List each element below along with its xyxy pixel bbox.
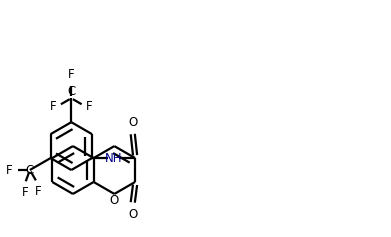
- Text: F: F: [35, 185, 42, 198]
- Text: NH: NH: [105, 151, 122, 164]
- Text: F: F: [22, 186, 29, 199]
- Text: F: F: [68, 68, 75, 81]
- Text: C: C: [26, 164, 34, 177]
- Text: C: C: [67, 85, 75, 98]
- Text: F: F: [50, 100, 57, 113]
- Text: O: O: [128, 115, 137, 128]
- Text: F: F: [86, 100, 93, 113]
- Text: O: O: [128, 208, 137, 221]
- Text: F: F: [6, 164, 13, 177]
- Text: O: O: [110, 194, 119, 207]
